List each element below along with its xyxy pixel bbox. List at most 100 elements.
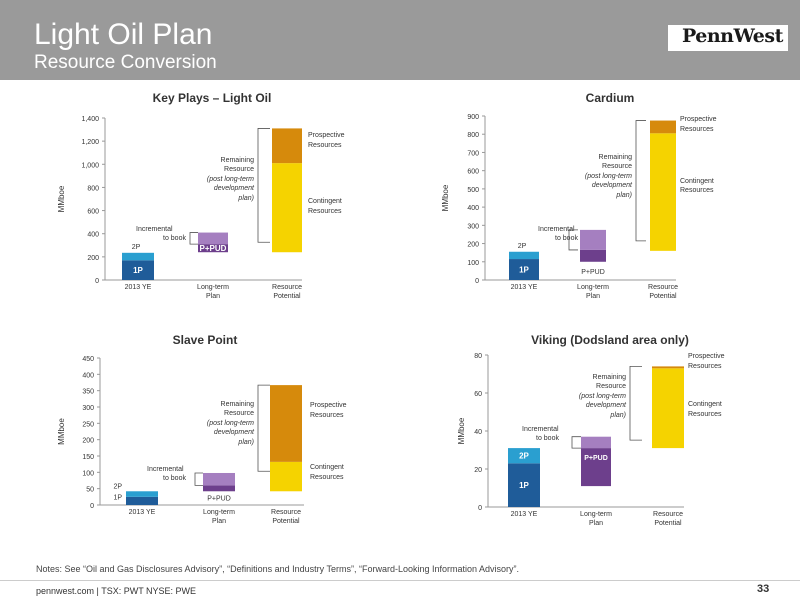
category-label-line: Plan (212, 518, 226, 525)
category-label-line: Long-term (580, 511, 612, 518)
annotation-incremental: to book (536, 435, 559, 442)
label-prospective: Resources (308, 142, 342, 149)
label-2p: 2P (113, 483, 122, 490)
y-tick-label: 1,200 (81, 139, 99, 146)
annotation-remaining: plan) (237, 195, 254, 202)
y-tick-label: 40 (474, 429, 482, 436)
category-label: Resource Potential (653, 511, 683, 527)
bar-ppud-base (203, 485, 235, 492)
category-label-line: Resource (653, 511, 683, 518)
chart-viking: Viking (Dodsland area only) MMboe 0 20 40 60 8… (457, 333, 725, 527)
label-prospective: Prospective (688, 353, 725, 360)
category-label: 2013 YE (511, 511, 538, 518)
annotation-remaining: plan) (609, 412, 626, 419)
bar-ppud-increment (580, 229, 606, 250)
bar-ppud-increment (581, 436, 611, 449)
annotation-remaining: development (592, 182, 633, 189)
annotation-remaining: development (586, 402, 627, 409)
bracket-incremental (568, 229, 578, 251)
label-ppud: P+PUD (584, 455, 608, 462)
category-label: Long-term Plan (197, 284, 229, 300)
company-logo: PennWest (682, 25, 783, 47)
annotation-remaining: development (214, 185, 255, 192)
annotation-incremental: Incremental (136, 226, 173, 233)
chart-title: Cardium (586, 91, 635, 105)
label-prospective: Prospective (310, 402, 347, 409)
logo-background (668, 25, 788, 51)
label-contingent: Resources (310, 474, 344, 481)
footer-divider (0, 580, 800, 581)
label-1p: 1P (113, 494, 122, 501)
category-label: Resource Potential (272, 284, 302, 300)
header-bar (0, 0, 800, 80)
annotation-remaining: Resource (602, 163, 632, 170)
y-tick-label: 0 (95, 278, 99, 285)
bar-2p (126, 491, 158, 497)
category-label-line: Plan (586, 293, 600, 300)
chart-key-plays: Key Plays – Light Oil MMboe 0 200 400 600 800 1… (57, 91, 345, 300)
category-label: Long-term Plan (580, 511, 612, 527)
annotation-remaining: plan) (615, 192, 632, 199)
category-label: 2013 YE (129, 509, 156, 516)
bracket-remaining (635, 120, 646, 242)
y-tick-label: 700 (467, 150, 479, 157)
y-tick-label: 1,400 (81, 116, 99, 123)
y-tick-label: 800 (87, 185, 99, 192)
label-contingent: Contingent (688, 401, 722, 408)
y-tick-label: 0 (475, 278, 479, 285)
category-label-line: Long-term (577, 284, 609, 291)
label-ppud: P+PUD (207, 495, 231, 502)
bracket-remaining (257, 128, 270, 243)
annotation-remaining: Resource (224, 410, 254, 417)
bracket-incremental (189, 232, 198, 245)
bracket-incremental (571, 436, 581, 449)
label-ppud: P+PUD (200, 244, 227, 253)
category-label-line: Long-term (203, 509, 235, 516)
annotation-remaining: Remaining (221, 157, 255, 164)
label-contingent: Contingent (680, 178, 714, 185)
bracket-remaining (629, 366, 642, 441)
y-tick-label: 200 (87, 255, 99, 262)
annotation-remaining: plan) (237, 439, 254, 446)
bar-1p (509, 259, 539, 280)
bar-2p (508, 448, 540, 464)
chart-title: Key Plays – Light Oil (153, 91, 272, 105)
bar-ppud-increment (203, 472, 235, 486)
annotation-remaining: Remaining (599, 154, 633, 161)
y-tick-label: 300 (467, 223, 479, 230)
annotation-incremental: Incremental (538, 226, 575, 233)
category-label-line: Potential (273, 293, 301, 300)
bar-prospective (650, 120, 676, 134)
bar-1p (126, 496, 158, 505)
annotation-remaining: (post long-term (207, 176, 254, 183)
y-tick-label: 300 (82, 405, 94, 412)
page-title: Light Oil Plan (34, 18, 213, 51)
chart-slave-point: Slave Point MMboe 0 50 100 150 200 250 300 350 400… (57, 333, 347, 525)
label-contingent: Resources (680, 187, 714, 194)
label-2p: 2P (519, 452, 529, 461)
label-contingent: Contingent (308, 198, 342, 205)
annotation-incremental: to book (555, 235, 578, 242)
y-tick-label: 350 (82, 389, 94, 396)
y-tick-label: 50 (86, 487, 94, 494)
category-label-line: Potential (649, 293, 677, 300)
y-tick-label: 400 (467, 205, 479, 212)
y-tick-label: 200 (82, 438, 94, 445)
label-prospective: Prospective (308, 132, 345, 139)
label-1p: 1P (519, 266, 529, 275)
bar-1p (508, 463, 540, 507)
bar-ppud-base (580, 249, 606, 262)
y-tick-label: 900 (467, 114, 479, 121)
chart-cardium: Cardium MMboe 0 100 200 300 400 500 600 700 800 900… (441, 91, 717, 300)
category-label-line: Potential (272, 518, 300, 525)
bar-2p (122, 252, 154, 261)
label-prospective: Resources (688, 363, 722, 370)
y-axis-label: MMboe (441, 184, 450, 211)
y-axis-label: MMboe (57, 418, 66, 445)
bar-contingent (650, 133, 676, 251)
annotation-remaining: Resource (224, 166, 254, 173)
category-label-line: Long-term (197, 284, 229, 291)
y-tick-label: 600 (467, 169, 479, 176)
bracket-incremental (194, 472, 203, 486)
bar-prospective (272, 128, 302, 164)
